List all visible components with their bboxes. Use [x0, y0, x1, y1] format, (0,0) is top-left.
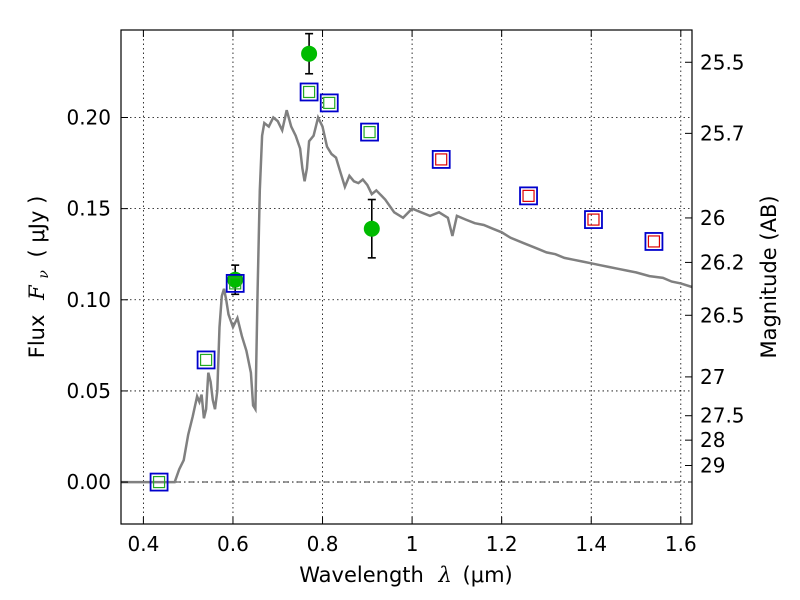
model-photometry-box-inner — [435, 153, 448, 166]
x-tick-label: 1 — [406, 532, 419, 556]
model-photometry-box — [319, 93, 339, 113]
x-axis-label: Wavelength λ (μm) — [299, 563, 512, 587]
x-tick-label: 0.8 — [307, 532, 339, 556]
y-tick-label: 0.10 — [66, 288, 111, 312]
x-axis-label-symbol: λ — [438, 563, 452, 587]
y-tick-label: 0.15 — [66, 197, 111, 221]
model-photometry-box-inner — [199, 353, 213, 367]
y2-tick-label: 29 — [700, 453, 725, 477]
observed-point — [301, 45, 318, 62]
x-tick-label: 1.4 — [575, 532, 607, 556]
y2-axis-label: Magnitude (AB) — [757, 195, 781, 358]
model-photometry-box — [299, 82, 319, 102]
model-photometry-box-inner — [363, 125, 376, 139]
model-photometry-box — [225, 273, 245, 293]
model-photometry-box-inner — [302, 85, 316, 99]
x-tick-label: 1.6 — [665, 532, 697, 556]
model-photometry-box — [584, 210, 603, 229]
model-photometry-box-inner — [587, 213, 600, 226]
y2-tick-label: 26.2 — [700, 250, 745, 274]
y-axis-label-symbol: F — [25, 284, 49, 301]
axis-ticks: 0.4 0.6 0.8 1 1.2 1.4 1.6 0.00 0.05 0.10 0.15 0.20 2… — [66, 30, 745, 556]
model-photometry-box-inner — [323, 96, 336, 110]
y-tick-label: 0.20 — [66, 105, 111, 129]
grid-lines — [121, 30, 692, 524]
model-photometry-box — [644, 232, 664, 251]
x-axis-label-text: Wavelength — [299, 563, 424, 587]
plot-frame — [120, 29, 693, 525]
y2-tick-label: 27.5 — [700, 404, 745, 428]
model-spectrum-line — [121, 109, 693, 484]
model-photometry-box — [196, 350, 216, 370]
y-tick-label: 0.05 — [66, 379, 111, 403]
model-photometry-box — [360, 122, 379, 142]
x-tick-label: 1.2 — [486, 532, 518, 556]
x-tick-label: 0.6 — [217, 532, 249, 556]
y2-tick-label: 26.5 — [700, 303, 745, 327]
observed-point — [363, 220, 380, 237]
y2-tick-label: 26 — [700, 206, 725, 230]
y2-tick-label: 25.7 — [700, 121, 745, 145]
y-axis-label-text: Flux — [25, 315, 49, 359]
model-photometry-box-inner — [522, 189, 535, 202]
model-photometry-box — [431, 150, 451, 169]
model-photometry-box-inner — [647, 235, 661, 248]
x-axis-label-unit: (μm) — [463, 563, 513, 587]
x-tick-label: 0.4 — [127, 532, 159, 556]
data-marks — [149, 32, 664, 492]
y-tick-label: 0.00 — [66, 470, 111, 494]
y-axis-label: Flux F ν ( μJy ) — [25, 196, 53, 359]
model-photometry-box — [149, 472, 169, 492]
model-photometry-box-inner — [229, 277, 242, 290]
y-axis-label-subscript: ν — [36, 270, 52, 279]
model-photometry-box — [519, 186, 538, 206]
y2-tick-label: 28 — [700, 428, 725, 452]
plot-area — [121, 32, 693, 492]
y2-tick-label: 25.5 — [700, 50, 745, 74]
y-axis-label-unit: ( μJy ) — [25, 196, 49, 258]
y2-tick-label: 27 — [700, 365, 725, 389]
model-photometry-box-inner — [152, 475, 166, 489]
